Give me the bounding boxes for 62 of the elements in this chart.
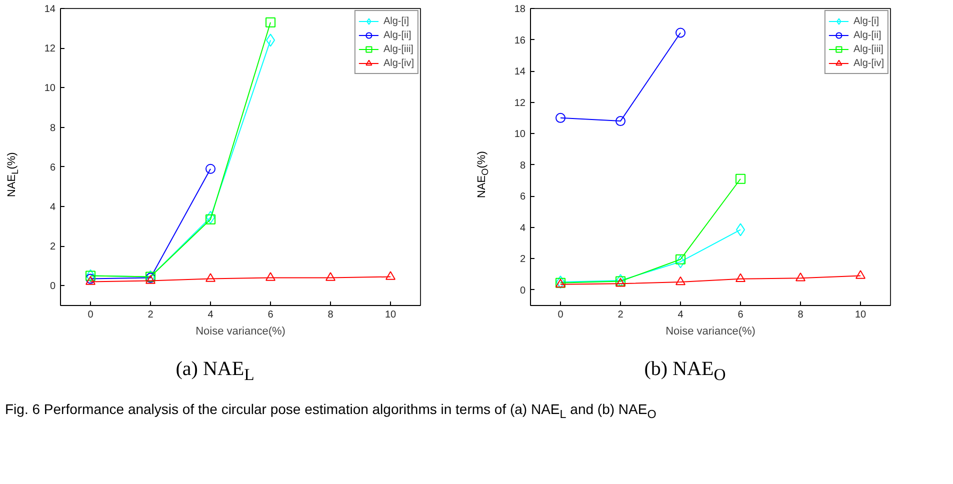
- x-axis-title: Noise variance(%): [196, 326, 286, 338]
- legend-label: Alg-[iii]: [853, 42, 884, 56]
- point: [386, 271, 396, 280]
- y-tick-label: 18: [514, 4, 526, 15]
- point: [616, 116, 626, 126]
- x-tick-label: 2: [148, 310, 154, 320]
- point: [326, 272, 336, 281]
- y-tick-label: 16: [514, 35, 526, 46]
- legend-label: Alg-[iv]: [853, 56, 884, 70]
- legend-label: Alg-[iv]: [383, 56, 414, 70]
- x-tick-label: 6: [738, 310, 744, 320]
- text: (a) NAE$_{L}$: [176, 357, 254, 386]
- point: [736, 174, 746, 184]
- y-tick-label: 2: [520, 254, 526, 266]
- x-axis-title: Noise variance(%): [666, 326, 756, 338]
- y-tick-label: 14: [44, 4, 56, 15]
- point: [556, 112, 566, 123]
- y-tick-label: 6: [520, 192, 526, 203]
- x-tick-label: 8: [328, 310, 334, 320]
- x-tick-label: 4: [678, 310, 684, 320]
- point: [206, 164, 216, 174]
- point: [676, 276, 686, 286]
- legend-label: Alg-[i]: [853, 14, 879, 28]
- y-tick-label: 8: [520, 160, 526, 172]
- legend-label: Alg-[ii]: [383, 28, 412, 42]
- point: [856, 270, 866, 279]
- point: [206, 273, 216, 282]
- caption: Fig. 6 Performance analysis of the circular pose estimation algorithms in terms of (a) NAE$_{L}$ and (b) NAE$_{O}$: [5, 400, 656, 423]
- x-tick-label: 6: [268, 310, 274, 320]
- point: [796, 272, 806, 282]
- y-tick-label: 4: [520, 222, 526, 234]
- text: (b) NAE$_{O}$: [644, 357, 726, 386]
- legend-label: Alg-[ii]: [853, 28, 882, 42]
- point: [736, 273, 746, 282]
- legend-label: Alg-[i]: [383, 14, 409, 28]
- x-tick-label: 10: [854, 310, 866, 320]
- point: [676, 28, 686, 38]
- point: [266, 272, 276, 281]
- y-tick-label: 2: [50, 242, 56, 253]
- x-tick-label: 8: [798, 310, 804, 320]
- y-tick-label: 6: [50, 162, 56, 174]
- point: [86, 276, 96, 285]
- y-tick-label: 10: [514, 129, 526, 140]
- legend-label: Alg-[iii]: [383, 42, 414, 56]
- y-tick-label: 4: [50, 202, 56, 213]
- x-tick-label: 0: [558, 310, 564, 320]
- x-tick-label: 4: [208, 310, 214, 320]
- point: [86, 274, 96, 284]
- point: [266, 17, 276, 28]
- y-tick-label: 12: [44, 44, 56, 55]
- point: [146, 275, 156, 284]
- y-tick-label: 8: [50, 122, 56, 134]
- y-tick-label: 12: [514, 98, 526, 109]
- x-tick-label: 0: [88, 310, 94, 320]
- y-tick-label: 14: [514, 66, 526, 78]
- point: [206, 214, 216, 224]
- x-tick-label: 10: [384, 310, 396, 320]
- y-tick-label: 0: [50, 281, 56, 292]
- x-tick-label: 2: [618, 310, 624, 320]
- y-tick-label: 10: [44, 83, 56, 94]
- y-tick-label: 0: [520, 285, 526, 296]
- point: [676, 254, 686, 264]
